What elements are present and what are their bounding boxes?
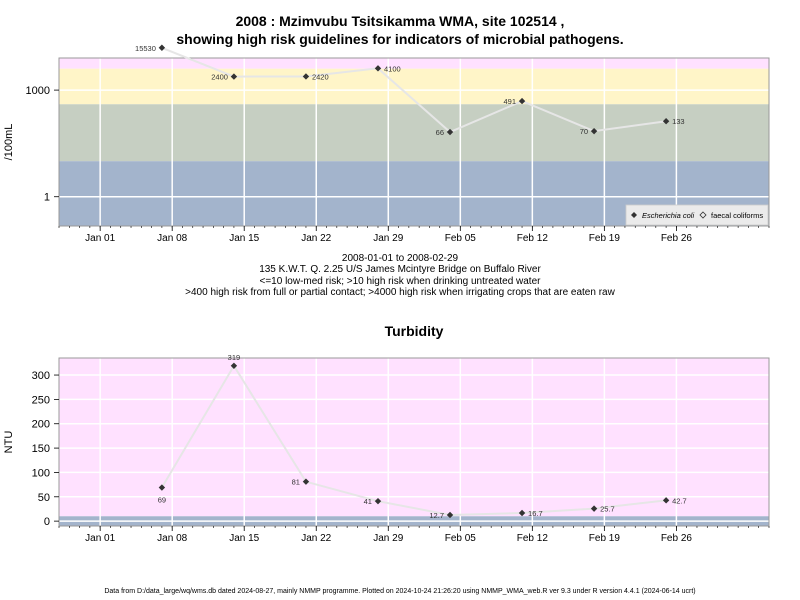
y-tick-label: 150 [32,443,50,455]
data-point [662,497,670,504]
x-tick-label: Jan 22 [301,533,331,544]
data-point [158,44,166,51]
risk-band-1 [59,68,769,105]
data-label: 66 [436,128,444,137]
legend-label: faecal coliforms [711,211,763,220]
data-label: 42.7 [672,496,687,505]
ecoli-chart: Jan 01 Jan 08 Jan 15 Jan 22 Jan 29 Feb 05 Feb … [3,44,770,244]
legend-marker-filled [631,212,637,218]
x-tick-label: Feb 19 [589,533,621,544]
y-axis-label: NTU [3,431,15,454]
turbidity-title: Turbidity [385,323,444,339]
low-risk-guideline-text: <=10 low-med risk; >10 high risk when dr… [259,276,541,287]
plot-frame [58,57,770,227]
data-point [374,65,382,72]
y-tick-label: 1 [44,192,50,204]
plot-frame [58,357,770,527]
x-tick-label: Jan 15 [229,533,259,544]
x-tick-label: Jan 29 [373,233,403,244]
data-point [158,484,166,491]
turbidity-chart: Turbidity Jan 01 Jan 08 Jan 15 Jan 22 Jan 29 F… [3,323,770,544]
x-tick-label: Feb 05 [445,233,477,244]
data-label: 2400 [211,73,228,82]
y-tick-label: 250 [32,394,50,406]
legend-box [625,204,769,226]
data-label: 133 [672,117,685,126]
data-label: 81 [292,478,300,487]
data-label: 319 [228,353,241,362]
data-point [302,73,310,80]
data-point [230,73,238,80]
data-point [230,362,238,369]
x-tick-label: Jan 29 [373,533,403,544]
x-tick-label: Jan 01 [85,233,115,244]
data-point [590,505,598,512]
data-point [590,127,598,135]
data-point [302,478,310,485]
risk-band-0 [59,358,769,517]
y-tick-label: 100 [32,467,50,479]
date-range-text: 2008-01-01 to 2008-02-29 [341,253,459,264]
legend-label: Escherichia coli [642,211,694,220]
y-axis-label: /100mL [3,124,15,161]
y-tick-label: 300 [32,370,50,382]
data-label: 15530 [135,44,156,53]
footer-note: Data from D:/data_large/wq/wms.db dated … [104,588,696,595]
data-label: 16.7 [528,509,543,518]
series-line [161,46,667,134]
data-point [518,97,526,105]
data-label: 41 [364,497,372,506]
x-tick-label: Feb 19 [589,233,621,244]
site-description-text: 135 K.W.T. Q. 2.25 U/S James Mcintyre Br… [259,264,541,275]
x-tick-label: Feb 26 [661,233,693,244]
x-tick-label: Jan 22 [301,233,331,244]
y-tick-label: 50 [38,492,50,504]
x-tick-label: Jan 15 [229,233,259,244]
x-tick-label: Feb 12 [517,233,549,244]
x-tick-label: Jan 01 [85,533,115,544]
risk-band-2 [59,104,769,162]
data-label: 491 [504,97,517,106]
chart-title-line-2: showing high risk guidelines for indicat… [176,31,624,47]
y-tick-label: 0 [44,516,50,528]
data-label: 25.7 [600,505,615,514]
data-point [446,128,454,136]
data-point [662,118,670,125]
legend-marker-open [699,211,707,219]
risk-band-0 [59,58,769,69]
x-tick-label: Feb 26 [661,533,693,544]
high-risk-guideline-text: >400 high risk from full or partial cont… [185,287,615,298]
data-label: 69 [158,496,166,505]
x-tick-label: Jan 08 [157,233,187,244]
chart-title-line-1: 2008 : Mzimvubu Tsitsikamma WMA, site 10… [235,13,565,29]
x-tick-label: Feb 05 [445,533,477,544]
data-label: 70 [580,127,588,136]
data-label: 12.7 [429,511,444,520]
data-label: 4100 [384,64,401,73]
y-tick-label: 200 [32,419,50,431]
data-point [374,497,382,505]
x-tick-label: Feb 12 [517,533,549,544]
series-line [161,363,667,516]
x-tick-label: Jan 08 [157,533,187,544]
y-tick-label: 1000 [26,85,50,97]
data-label: 2420 [312,72,329,81]
